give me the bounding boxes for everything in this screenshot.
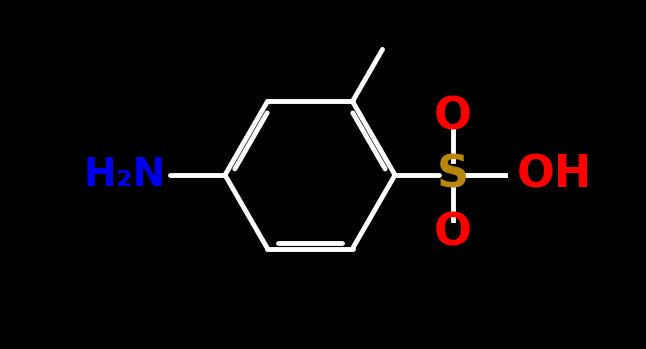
Text: O: O [434, 96, 472, 139]
Text: O: O [434, 211, 472, 254]
Text: H₂N: H₂N [84, 156, 166, 194]
Text: S: S [437, 154, 469, 196]
Text: OH: OH [517, 154, 592, 196]
